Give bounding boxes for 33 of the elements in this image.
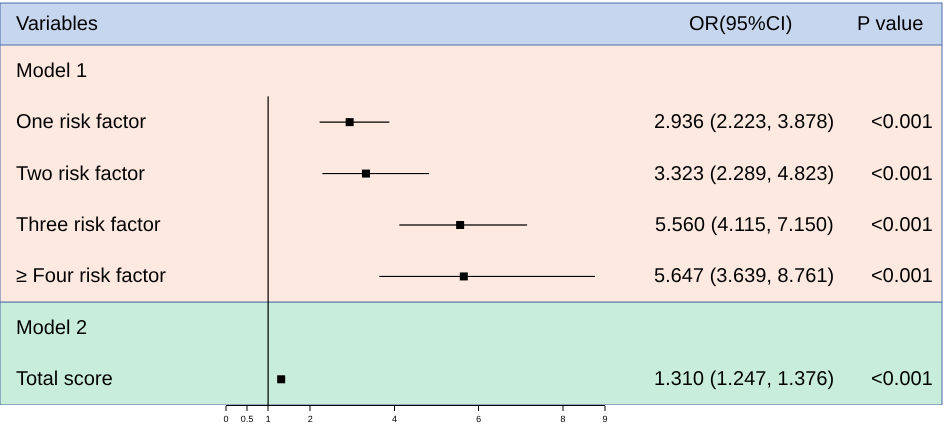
y-axis-title: Variables [16, 13, 98, 35]
data-label: 2.936 (2.223, 3.878) [654, 111, 834, 133]
x-tick-label: 9 [602, 414, 608, 424]
data-label: 5.647 (3.639, 8.761) [654, 265, 834, 287]
text: <0.001 [871, 163, 933, 185]
point [460, 272, 468, 280]
y-tick-label: Model 1 [16, 60, 88, 82]
y-tick-label: ≥ Four risk factor [16, 265, 166, 287]
x-tick-label: 0 [223, 414, 229, 424]
text: <0.001 [871, 368, 933, 390]
y-tick-label: Total score [16, 368, 113, 390]
text: OR(95%CI) [689, 13, 792, 35]
text: <0.001 [871, 265, 933, 287]
y-tick-label: Model 2 [16, 317, 88, 339]
x-tick-label: 6 [476, 414, 482, 424]
x-tick-label: 1 [266, 414, 271, 424]
point [362, 170, 370, 178]
y-tick-label: Three risk factor [16, 214, 161, 236]
data-label: 3.323 (2.289, 4.823) [654, 163, 834, 185]
point [277, 375, 286, 384]
point [346, 118, 354, 126]
data-label: 5.560 (4.115, 7.150) [655, 214, 834, 236]
text: <0.001 [871, 214, 933, 236]
x-tick-label: 2 [308, 414, 313, 424]
x-tick-label: 4 [392, 414, 397, 424]
point [456, 221, 464, 229]
y-tick-label: Two risk factor [16, 163, 146, 185]
y-tick-label: One risk factor [16, 111, 146, 133]
text: <0.001 [871, 111, 933, 133]
x-tick-label: 0.5 [240, 414, 254, 424]
data-label: 1.310 (1.247, 1.376) [654, 368, 834, 390]
text: P value [857, 13, 924, 35]
x-tick-label: 8 [560, 414, 566, 424]
